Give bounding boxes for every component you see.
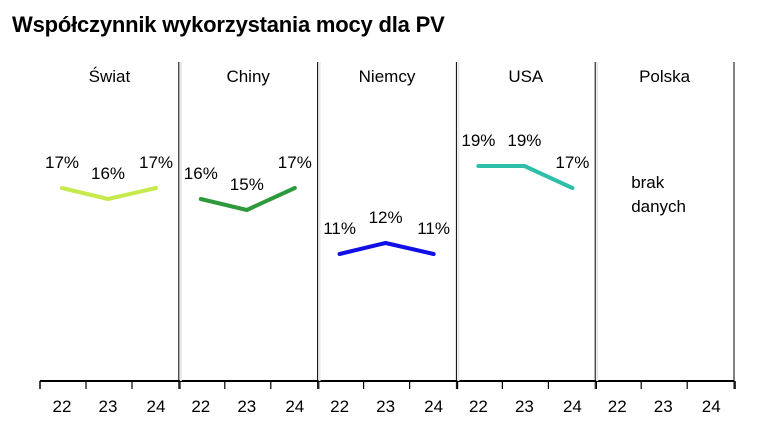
x-tick-label: 22 — [608, 397, 627, 416]
panel-name: Świat — [89, 67, 131, 86]
series-line-świat — [60, 186, 158, 201]
panel-separator-shadow — [457, 62, 460, 381]
x-tick-label: 24 — [285, 397, 304, 416]
series-line-chiny — [198, 186, 297, 212]
x-tick-label: 24 — [424, 397, 443, 416]
x-tick-label: 22 — [53, 397, 72, 416]
data-label: 15% — [230, 175, 264, 194]
x-tick-label: 24 — [702, 397, 721, 416]
x-tick-label: 23 — [237, 397, 256, 416]
chart-title: Współczynnik wykorzystania mocy dla PV — [12, 12, 445, 37]
series-line-niemcy — [337, 241, 436, 256]
panel-separator-shadow — [318, 62, 321, 381]
data-label: 17% — [139, 153, 173, 172]
data-label: 16% — [91, 164, 125, 183]
panel-name: Niemcy — [359, 67, 416, 86]
x-tick-label: 23 — [515, 397, 534, 416]
panel-name: USA — [508, 67, 544, 86]
panel-name: Chiny — [226, 67, 270, 86]
data-label: 19% — [461, 131, 495, 150]
x-tick-label: 23 — [99, 397, 118, 416]
panel-1: Chiny 22 23 24 16% 15% 17% — [178, 62, 320, 416]
data-label: 19% — [507, 131, 541, 150]
x-tick-label: 24 — [563, 397, 582, 416]
no-data-note: brak — [631, 173, 665, 192]
panel-separator-shadow — [179, 62, 182, 381]
data-label: 17% — [555, 153, 589, 172]
data-label: 17% — [278, 153, 312, 172]
panel-name: Polska — [639, 67, 691, 86]
data-label: 16% — [184, 164, 218, 183]
x-tick-label: 22 — [469, 397, 488, 416]
panel-2: Niemcy 22 23 24 11% 12% 11% — [317, 62, 459, 416]
data-label: 17% — [45, 153, 79, 172]
data-label: 12% — [369, 208, 403, 227]
x-tick-label: 22 — [191, 397, 210, 416]
panel-3: USA 22 23 24 19% 19% 17% — [455, 62, 598, 416]
x-tick-label: 22 — [330, 397, 349, 416]
x-tick-label: 23 — [376, 397, 395, 416]
x-tick-label: 23 — [654, 397, 673, 416]
panel-4: Polska 22 23 24 brak danych — [594, 62, 736, 416]
data-label: 11% — [417, 219, 450, 238]
series-line-usa — [476, 164, 575, 190]
no-data-note: danych — [631, 197, 686, 216]
x-tick-label: 24 — [147, 397, 166, 416]
data-label: 11% — [323, 219, 356, 238]
panel-0: Świat 22 23 24 17% 16% 17% — [39, 67, 181, 416]
panel-separator-shadow — [596, 62, 599, 381]
